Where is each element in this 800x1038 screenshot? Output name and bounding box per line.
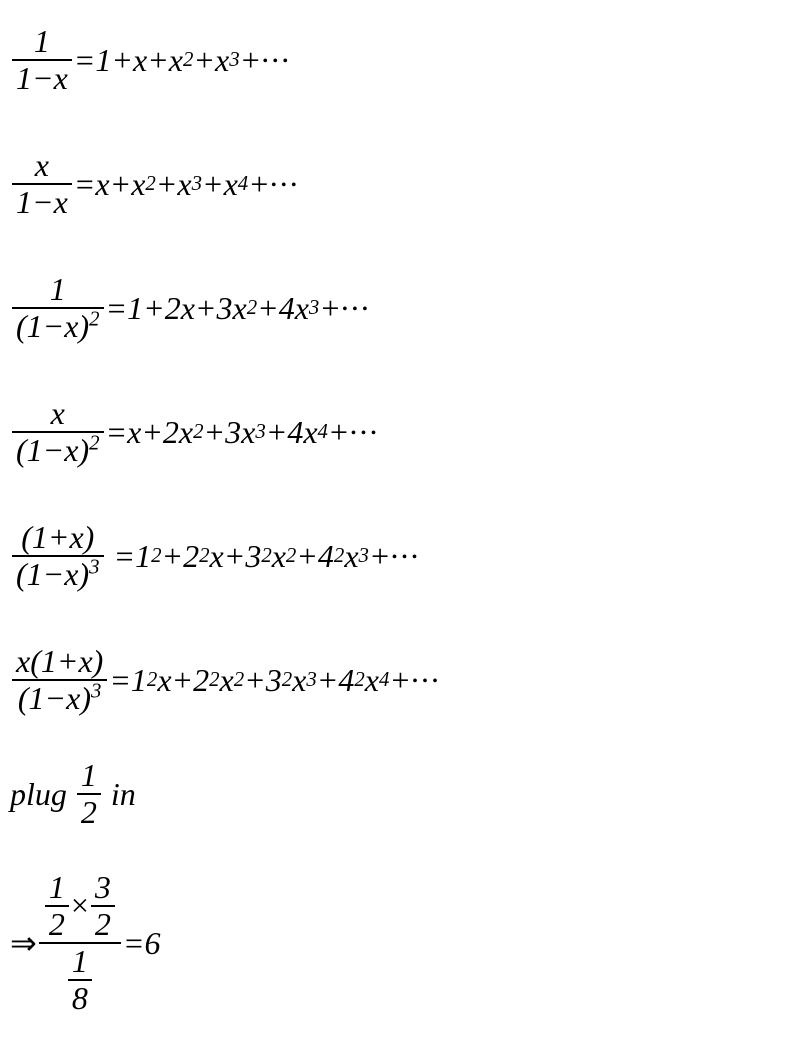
equation-4: x (1−x)2 =x+2x2+3x3+4x4+∙∙∙ xyxy=(10,382,790,482)
frac-2: x 1−x xyxy=(12,148,72,220)
frac-4: x (1−x)2 xyxy=(12,396,104,468)
plug-text: plug xyxy=(10,776,75,813)
numerator: (1+x) xyxy=(17,520,98,555)
in-text: in xyxy=(103,776,136,813)
frac-3: 1 (1−x)2 xyxy=(12,272,104,344)
equation-7: plug 1 2 in xyxy=(10,754,790,834)
frac-1: 1 1−x xyxy=(12,24,72,96)
equation-1: 1 1−x =1+x+x2+x3+∙∙∙ xyxy=(10,10,790,110)
rhs: =x+x2+x3+x4+∙∙∙ xyxy=(74,166,300,203)
implies-arrow: ⇒ xyxy=(10,924,37,962)
numerator: 1 xyxy=(77,758,101,793)
gap xyxy=(106,538,114,575)
frac-5: (1+x) (1−x)3 xyxy=(12,520,104,592)
frac-big: 1 2 × 3 2 1 8 xyxy=(39,870,121,1017)
denominator: 1−x xyxy=(12,61,72,96)
frac-half: 1 2 xyxy=(77,758,101,830)
frac-inner-3: 1 8 xyxy=(68,944,92,1016)
equation-5: (1+x) (1−x)3 =12+22x+32x2+42x3+∙∙∙ xyxy=(10,506,790,606)
numerator: 1 xyxy=(30,24,54,59)
numerator: x xyxy=(31,148,53,183)
rhs: =6 xyxy=(123,925,161,962)
denominator: (1−x)3 xyxy=(14,681,106,716)
denominator: (1−x)2 xyxy=(12,433,104,468)
frac-inner-2: 3 2 xyxy=(91,870,115,942)
rhs: =1+x+x2+x3+∙∙∙ xyxy=(74,42,291,79)
equation-6: x(1+x) (1−x)3 =12x+22x2+32x3+42x4+∙∙∙ xyxy=(10,630,790,730)
numerator: x(1+x) xyxy=(12,644,107,679)
denominator: 1 8 xyxy=(62,944,98,1016)
numerator: x xyxy=(47,396,69,431)
equation-3: 1 (1−x)2 =1+2x+3x2+4x3+∙∙∙ xyxy=(10,258,790,358)
denominator: (1−x)2 xyxy=(12,309,104,344)
equation-2: x 1−x =x+x2+x3+x4+∙∙∙ xyxy=(10,134,790,234)
equation-8: ⇒ 1 2 × 3 2 1 8 =6 xyxy=(10,858,790,1028)
rhs: =x+2x2+3x3+4x4+∙∙∙ xyxy=(106,414,380,451)
denominator: 2 xyxy=(77,795,101,830)
rhs: =1+2x+3x2+4x3+∙∙∙ xyxy=(106,290,371,327)
numerator: 1 2 × 3 2 xyxy=(39,870,121,942)
rhs: =12+22x+32x2+42x3+∙∙∙ xyxy=(114,538,421,575)
rhs: =12x+22x2+32x3+42x4+∙∙∙ xyxy=(109,662,441,699)
numerator: 1 xyxy=(46,272,70,307)
denominator: (1−x)3 xyxy=(12,557,104,592)
frac-inner-1: 1 2 xyxy=(45,870,69,942)
mult-sign: × xyxy=(71,888,89,923)
frac-6: x(1+x) (1−x)3 xyxy=(12,644,107,716)
denominator: 1−x xyxy=(12,185,72,220)
